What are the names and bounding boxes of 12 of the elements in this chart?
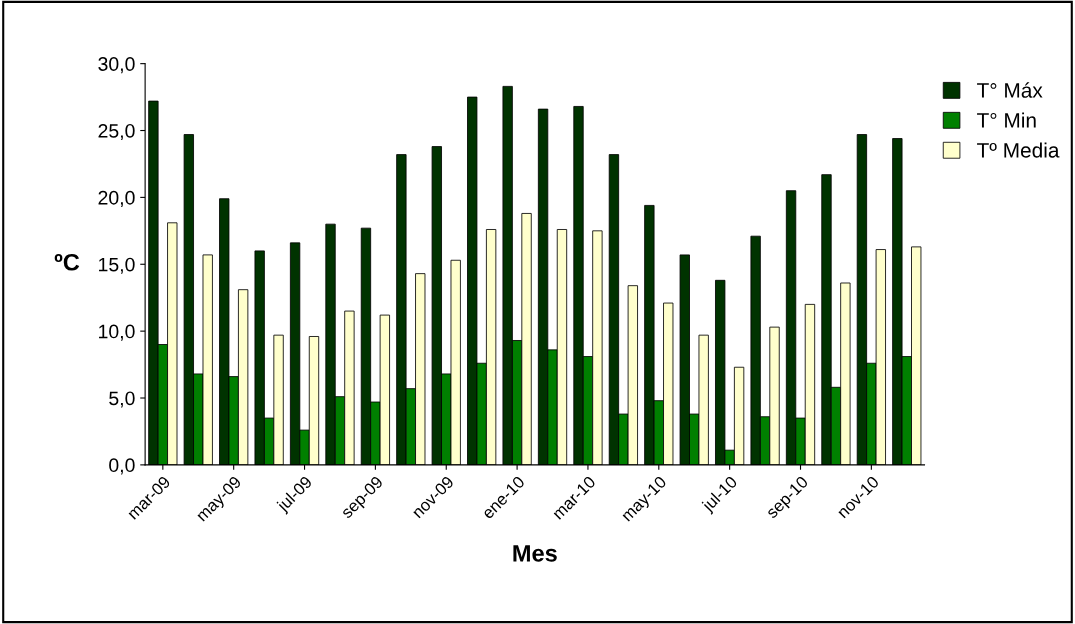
y-tick-label: 5,0 (109, 391, 135, 408)
y-tick-label: 25,0 (98, 123, 135, 141)
y-axis-title: ºC (54, 253, 80, 271)
y-tick-label: 15,0 (99, 257, 135, 274)
y-tick-label: 30,0 (98, 57, 135, 74)
y-tick-label: 10,0 (99, 324, 135, 341)
x-axis-title: Mes (513, 545, 557, 562)
legend-label: T° Máx (977, 82, 1043, 98)
y-tick-label: 0,0 (109, 458, 135, 475)
legend-label: Tº Media (977, 142, 1060, 158)
legend-label: T° Min (977, 112, 1036, 128)
y-tick-label: 20,0 (98, 190, 135, 207)
